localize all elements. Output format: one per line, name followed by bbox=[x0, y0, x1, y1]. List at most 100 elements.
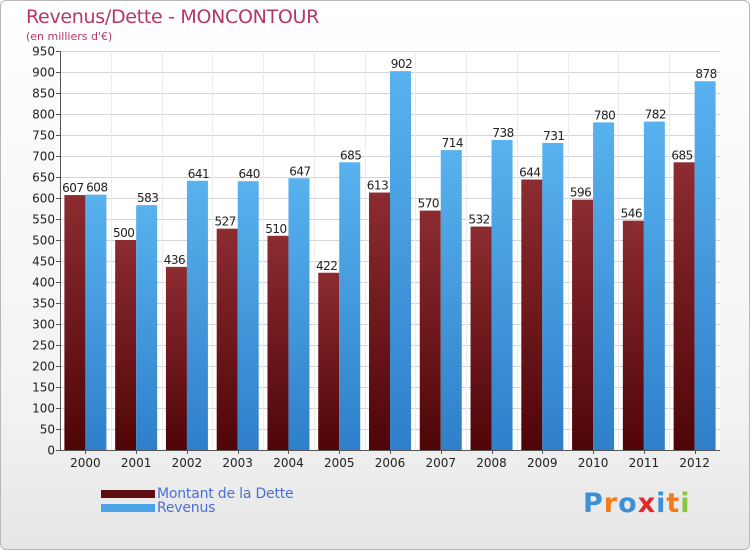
y-tick-label: 600 bbox=[32, 192, 55, 206]
bar-debt bbox=[521, 179, 543, 450]
bar-revenue bbox=[85, 194, 107, 450]
data-label-debt: 500 bbox=[113, 226, 134, 240]
bar-revenue bbox=[136, 205, 158, 450]
y-tick-label: 650 bbox=[32, 171, 55, 185]
data-label-debt: 527 bbox=[214, 215, 235, 229]
y-tick-label: 250 bbox=[32, 339, 55, 353]
bar-revenue bbox=[237, 181, 259, 450]
y-tick-label: 150 bbox=[32, 381, 55, 395]
bar-revenue bbox=[491, 140, 513, 451]
logo-letter: x bbox=[637, 488, 657, 519]
chart-subtitle: (en milliers d'€) bbox=[26, 30, 113, 43]
data-label-debt: 422 bbox=[316, 259, 337, 273]
y-tick-label: 300 bbox=[32, 318, 55, 332]
data-label-debt: 436 bbox=[164, 253, 185, 267]
data-label-revenue: 782 bbox=[645, 108, 666, 122]
y-tick-label: 500 bbox=[32, 234, 55, 248]
x-tick-label: 2009 bbox=[527, 456, 558, 470]
data-label-revenue: 647 bbox=[289, 164, 310, 178]
logo-letter: P bbox=[583, 488, 604, 519]
legend-label-revenue: Revenus bbox=[157, 500, 216, 516]
y-tick-label: 700 bbox=[32, 150, 55, 164]
data-label-revenue: 902 bbox=[391, 57, 412, 71]
x-tick-label: 2003 bbox=[222, 456, 253, 470]
legend-label-debt: Montant de la Dette bbox=[157, 486, 294, 502]
y-tick-label: 200 bbox=[32, 360, 55, 374]
logo-letter: r bbox=[603, 488, 619, 519]
y-tick-label: 100 bbox=[32, 402, 55, 416]
legend-item-debt: Montant de la Dette bbox=[101, 486, 294, 502]
data-label-debt: 613 bbox=[367, 179, 388, 193]
x-tick-label: 2006 bbox=[375, 456, 406, 470]
y-tick-label: 550 bbox=[32, 213, 55, 227]
legend-swatch-debt bbox=[101, 490, 155, 498]
data-label-debt: 644 bbox=[519, 166, 540, 180]
logo-letter: t bbox=[666, 488, 681, 519]
bar-debt bbox=[64, 195, 86, 450]
y-tick-label: 800 bbox=[32, 108, 55, 122]
y-tick-label: 850 bbox=[32, 87, 55, 101]
data-label-debt: 596 bbox=[570, 186, 591, 200]
proxiti-logo: Proxiti bbox=[583, 488, 691, 519]
data-label-revenue: 583 bbox=[137, 191, 158, 205]
legend-item-revenue: Revenus bbox=[101, 500, 293, 516]
x-tick-label: 2011 bbox=[629, 456, 660, 470]
legend-swatch-revenue bbox=[101, 504, 155, 512]
logo-letter: i bbox=[656, 488, 667, 519]
x-tick-label: 2012 bbox=[679, 456, 710, 470]
bar-debt bbox=[216, 228, 238, 450]
data-label-revenue: 738 bbox=[492, 126, 513, 140]
bar-revenue bbox=[694, 81, 716, 451]
data-label-debt: 510 bbox=[265, 222, 286, 236]
y-tick-label: 900 bbox=[32, 66, 55, 80]
x-tick-label: 2002 bbox=[172, 456, 203, 470]
bar-debt bbox=[572, 199, 594, 450]
data-label-revenue: 641 bbox=[188, 167, 209, 181]
bar-debt bbox=[115, 240, 137, 450]
y-tick-label: 950 bbox=[32, 45, 55, 59]
data-label-debt: 532 bbox=[468, 213, 489, 227]
x-tick-label: 2008 bbox=[476, 456, 507, 470]
bar-revenue bbox=[288, 178, 310, 450]
y-tick-label: 450 bbox=[32, 255, 55, 269]
y-tick-label: 50 bbox=[40, 423, 55, 437]
bar-revenue bbox=[390, 71, 411, 450]
x-tick-label: 2004 bbox=[273, 456, 304, 470]
data-label-revenue: 714 bbox=[442, 136, 463, 150]
y-tick-label: 400 bbox=[32, 276, 55, 290]
data-label-revenue: 640 bbox=[238, 167, 259, 181]
x-tick-label: 2007 bbox=[425, 456, 456, 470]
data-label-revenue: 731 bbox=[543, 129, 564, 143]
bar-debt bbox=[369, 192, 390, 451]
bar-debt bbox=[470, 226, 492, 450]
bar-revenue bbox=[339, 162, 361, 451]
bar-debt bbox=[622, 220, 644, 450]
y-tick-label: 750 bbox=[32, 129, 55, 143]
bar-debt bbox=[673, 162, 695, 451]
chart-legend: Montant de la Dette Revenus bbox=[101, 486, 294, 516]
bar-debt bbox=[267, 235, 289, 450]
bar-revenue bbox=[440, 150, 462, 450]
data-label-revenue: 685 bbox=[340, 148, 361, 162]
x-tick-label: 2001 bbox=[121, 456, 152, 470]
logo-letter: i bbox=[680, 488, 691, 519]
data-label-debt: 546 bbox=[621, 207, 642, 221]
bar-revenue bbox=[542, 142, 564, 451]
logo-letter: o bbox=[618, 488, 638, 519]
data-label-revenue: 780 bbox=[594, 108, 615, 122]
data-label-debt: 607 bbox=[62, 181, 83, 195]
y-tick-label: 0 bbox=[47, 444, 55, 458]
bar-debt bbox=[165, 266, 187, 450]
bar-debt bbox=[318, 272, 340, 450]
data-label-revenue: 608 bbox=[86, 181, 107, 195]
bar-revenue bbox=[593, 122, 615, 451]
y-tick-label: 350 bbox=[32, 297, 55, 311]
data-label-revenue: 878 bbox=[695, 67, 716, 81]
chart-title: Revenus/Dette - MONCONTOUR bbox=[26, 6, 320, 28]
bar-debt bbox=[419, 210, 441, 450]
x-tick-label: 2000 bbox=[70, 456, 101, 470]
data-label-debt: 570 bbox=[418, 197, 439, 211]
bar-revenue bbox=[186, 180, 208, 450]
